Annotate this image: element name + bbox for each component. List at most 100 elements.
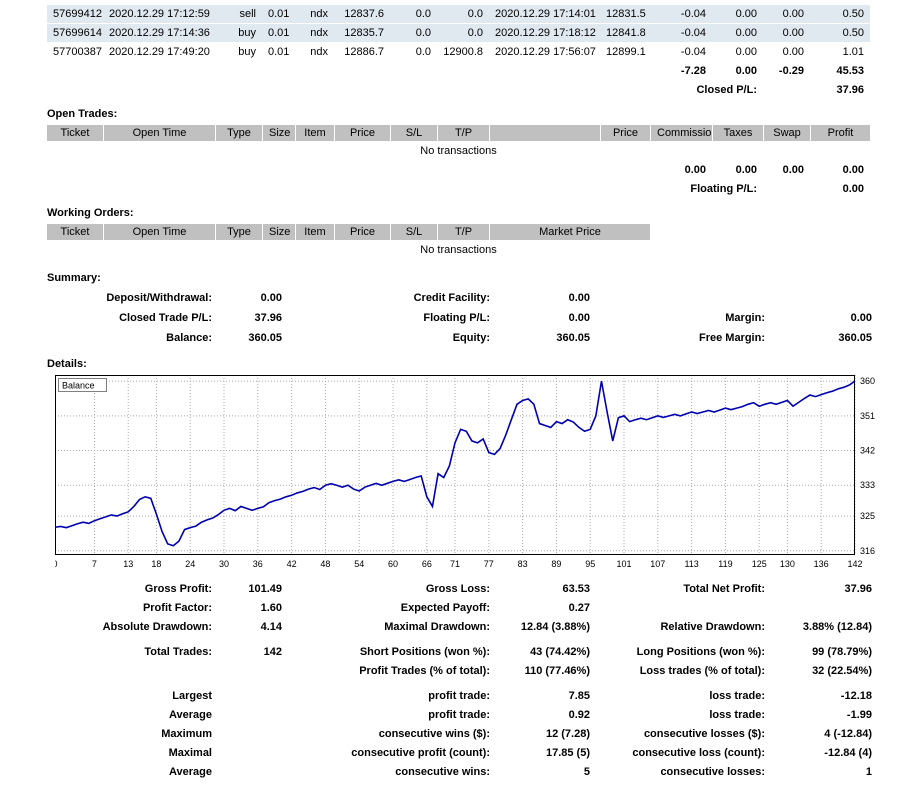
stat-label: Free Margin:: [590, 328, 765, 348]
stat-label: loss trade:: [590, 706, 765, 725]
stat-label: [47, 662, 212, 681]
closed-trade-cell-swap: 0.00: [763, 24, 810, 42]
x-tick-label: 83: [518, 559, 528, 569]
stat-value: [212, 687, 282, 706]
closed-trade-cell-profit: 0.50: [810, 24, 870, 42]
closed-trade-cell-open_time: 2020.12.29 17:12:59: [103, 5, 215, 23]
stat-value: [212, 662, 282, 681]
column-header: Type: [215, 125, 262, 141]
column-header: Size: [262, 224, 295, 240]
x-tick-label: 18: [151, 559, 161, 569]
open-total-swap: 0.00: [763, 161, 810, 179]
x-tick-label: 101: [616, 559, 631, 569]
closed-trade-cell-ticket: 57700387: [47, 43, 103, 61]
stat-value: 4.14: [212, 618, 282, 637]
working-orders-title: Working Orders:: [47, 207, 872, 220]
stat-value: 37.96: [212, 308, 282, 328]
column-header: Open Time: [103, 224, 215, 240]
closed-trade-cell-commission: -0.04: [650, 43, 712, 61]
stat-value: [212, 725, 282, 744]
stat-label: Maximal Drawdown:: [282, 618, 490, 637]
x-tick-label: 66: [422, 559, 432, 569]
stat-label: consecutive profit (count):: [282, 744, 490, 763]
y-tick-label: 316: [860, 546, 875, 556]
stat-value: 17.85 (5): [490, 744, 590, 763]
stat-label: profit trade:: [282, 687, 490, 706]
stat-label: Gross Loss:: [282, 580, 490, 599]
x-tick-label: 136: [814, 559, 829, 569]
closed-trades-table: 576994122020.12.29 17:12:59sell0.01ndx12…: [47, 4, 870, 100]
stat-label: Absolute Drawdown:: [47, 618, 212, 637]
stat-value: 0.27: [490, 599, 590, 618]
closed-trade-cell-taxes: 0.00: [712, 5, 763, 23]
closed-trade-cell-commission: -0.04: [650, 24, 712, 42]
stat-label: Floating P/L:: [282, 308, 490, 328]
stat-label: Profit Trades (% of total):: [282, 662, 490, 681]
column-header: T/P: [437, 125, 489, 141]
stat-value: 360.05: [765, 328, 872, 348]
closed-totals-row: -7.28 0.00 -0.29 45.53: [47, 62, 870, 80]
closed-trade-cell-ticket: 57699614: [47, 24, 103, 42]
stat-value: -12.84 (4): [765, 744, 872, 763]
x-tick-label: 77: [484, 559, 494, 569]
x-tick-label: 107: [650, 559, 665, 569]
closed-trade-row: 577003872020.12.29 17:49:20buy0.01ndx128…: [47, 43, 870, 61]
y-tick-label: 342: [860, 446, 875, 456]
stat-label: Loss trades (% of total):: [590, 662, 765, 681]
closed-trade-cell-item: ndx: [295, 24, 334, 42]
stat-value: 12.84 (3.88%): [490, 618, 590, 637]
x-tick-label: 60: [388, 559, 398, 569]
closed-trade-cell-price: 12835.7: [334, 24, 390, 42]
balance-chart-container: 3603513423333253160713182430364248546066…: [55, 375, 872, 574]
closed-trade-cell-type: buy: [215, 43, 262, 61]
closed-trade-row: 576996142020.12.29 17:14:36buy0.01ndx128…: [47, 24, 870, 42]
column-header: S/L: [390, 224, 437, 240]
y-tick-label: 333: [860, 480, 875, 490]
stat-label: Profit Factor:: [47, 599, 212, 618]
closed-trade-cell-taxes: 0.00: [712, 24, 763, 42]
x-tick-label: 130: [780, 559, 795, 569]
x-tick-label: 24: [185, 559, 195, 569]
stat-label: Long Positions (won %):: [590, 643, 765, 662]
stat-value: 12 (7.28): [490, 725, 590, 744]
closed-trade-cell-sl: 0.0: [390, 43, 437, 61]
stat-label: profit trade:: [282, 706, 490, 725]
stat-value: 360.05: [490, 328, 590, 348]
closed-trade-cell-taxes: 0.00: [712, 43, 763, 61]
closed-trade-cell-close_price: 12899.1: [600, 43, 650, 61]
stat-label: consecutive losses ($):: [590, 725, 765, 744]
x-tick-label: 30: [219, 559, 229, 569]
stat-label: Total Net Profit:: [590, 580, 765, 599]
stat-value: 99 (78.79%): [765, 643, 872, 662]
open-total-taxes: 0.00: [712, 161, 763, 179]
closed-total-profit: 45.53: [810, 62, 870, 80]
stat-value: 4 (-12.84): [765, 725, 872, 744]
x-tick-label: 13: [123, 559, 133, 569]
closed-trade-cell-tp: 0.0: [437, 24, 489, 42]
statistics-grid: Gross Profit:101.49Gross Loss:63.53Total…: [47, 580, 872, 782]
stat-value: 142: [212, 643, 282, 662]
closed-trade-cell-close_price: 12831.5: [600, 5, 650, 23]
closed-trade-cell-commission: -0.04: [650, 5, 712, 23]
stat-label: Average: [47, 706, 212, 725]
stat-label: Maximum: [47, 725, 212, 744]
stat-label: Balance:: [47, 328, 212, 348]
closed-trade-cell-swap: 0.00: [763, 43, 810, 61]
no-transactions-text: No transactions: [47, 241, 870, 259]
open-trades-empty-row: No transactions: [47, 142, 870, 160]
closed-trade-cell-profit: 0.50: [810, 5, 870, 23]
closed-trade-cell-type: buy: [215, 24, 262, 42]
column-header: [489, 125, 600, 141]
closed-trade-cell-open_time: 2020.12.29 17:14:36: [103, 24, 215, 42]
x-tick-label: 89: [551, 559, 561, 569]
closed-trade-cell-item: ndx: [295, 5, 334, 23]
column-header: Profit: [810, 125, 870, 141]
stat-label: Margin:: [590, 308, 765, 328]
column-header: Price: [334, 224, 390, 240]
stat-value: -1.99: [765, 706, 872, 725]
stat-value: [212, 744, 282, 763]
column-header: S/L: [390, 125, 437, 141]
stat-label: consecutive losses:: [590, 763, 765, 782]
x-tick-label: 125: [752, 559, 767, 569]
stat-value: 7.85: [490, 687, 590, 706]
